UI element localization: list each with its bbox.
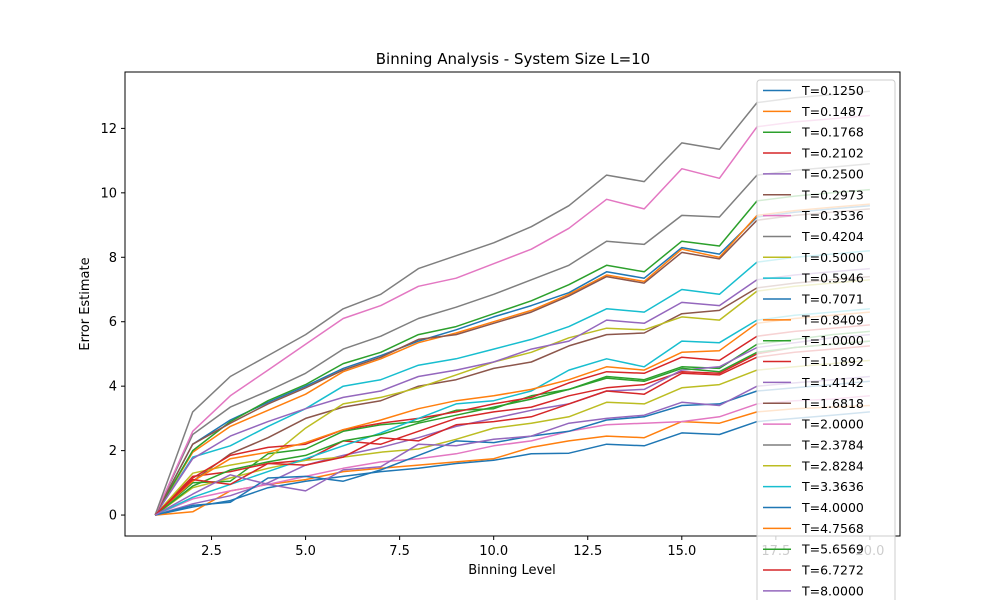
series-line-20: [154, 380, 870, 516]
legend-label: T=6.7272: [801, 563, 864, 578]
legend-label: T=0.1768: [801, 125, 864, 140]
y-tick-label: 10: [100, 186, 117, 201]
legend-label: T=0.3536: [801, 208, 864, 223]
x-tick-label: 12.5: [573, 544, 602, 559]
series-line-14: [154, 267, 870, 516]
y-tick-label: 4: [109, 380, 117, 395]
y-tick-label: 0: [109, 509, 117, 524]
series-line-0: [154, 411, 870, 516]
legend-label: T=0.1250: [801, 83, 864, 98]
x-tick-label: 7.5: [389, 544, 410, 559]
legend: T=0.1250 T=0.1487 T=0.1768 T=0.2102 T=0.2500…: [756, 79, 896, 600]
legend-label: T=5.6569: [801, 542, 864, 557]
y-axis-label: Error Estimate: [78, 257, 93, 350]
legend-label: T=1.6818: [801, 396, 864, 411]
x-axis-label: Binning Level: [468, 563, 556, 578]
legend-label: T=0.8409: [801, 312, 864, 327]
chart-title: Binning Analysis - System Size L=10: [376, 50, 650, 68]
series-line-6: [154, 395, 870, 516]
legend-label: T=0.5946: [801, 271, 864, 286]
y-tick-label: 2: [109, 444, 117, 459]
series-line-5: [154, 275, 870, 516]
series-line-3: [154, 340, 870, 516]
legend-label: T=1.4142: [801, 375, 864, 390]
series-line-8: [154, 279, 870, 516]
series-line-17: [154, 90, 870, 516]
x-tick-label: 15.0: [667, 544, 696, 559]
legend-label: T=0.5000: [801, 250, 864, 265]
legend-label: T=0.2500: [801, 166, 864, 181]
legend-label: T=0.2973: [801, 187, 864, 202]
legend-box: [756, 79, 896, 600]
legend-label: T=2.0000: [801, 417, 864, 432]
x-tick-label: 10.0: [479, 544, 508, 559]
series-line-21: [154, 311, 870, 516]
series-line-7: [154, 163, 870, 516]
legend-label: T=3.3636: [801, 479, 864, 494]
plot-frame: [124, 71, 901, 537]
legend-label: T=1.0000: [801, 333, 864, 348]
x-tick-label: 5.0: [295, 544, 316, 559]
series-line-18: [154, 359, 870, 516]
y-tick-label: 12: [100, 122, 117, 137]
series-line-11: [154, 203, 870, 516]
legend-label: T=0.4204: [801, 229, 864, 244]
y-tick-label: 8: [109, 251, 117, 266]
legend-label: T=0.2102: [801, 146, 864, 161]
series-line-23: [154, 345, 870, 516]
series-line-22: [154, 340, 870, 516]
series-line-16: [154, 114, 870, 516]
series-line-15: [154, 208, 870, 516]
legend-label: T=4.0000: [801, 500, 864, 515]
series-line-24: [154, 375, 870, 516]
legend-label: T=0.7071: [801, 292, 864, 307]
series-line-19: [154, 308, 870, 516]
series-line-12: [154, 188, 870, 516]
legend-label: T=2.8284: [801, 458, 864, 473]
series-line-9: [154, 250, 870, 516]
legend-label: T=4.7568: [801, 521, 864, 536]
x-tick-label: 2.5: [201, 544, 222, 559]
legend-label: T=8.0000: [801, 583, 864, 598]
legend-label: T=0.1487: [801, 104, 864, 119]
legend-label: T=2.3784: [801, 437, 864, 452]
y-tick-label: 6: [109, 315, 117, 330]
series-line-13: [154, 324, 870, 516]
series-line-4: [154, 333, 870, 516]
legend-label: T=1.1892: [801, 354, 864, 369]
